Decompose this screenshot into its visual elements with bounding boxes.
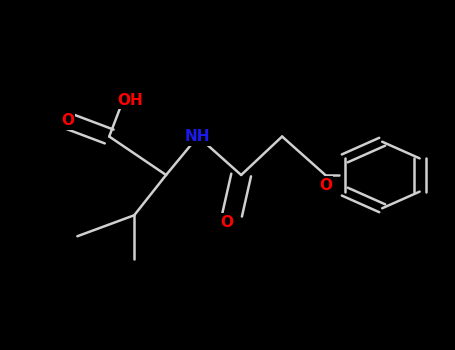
- Text: O: O: [220, 215, 233, 230]
- Text: O: O: [319, 178, 332, 193]
- Text: O: O: [61, 113, 74, 128]
- Text: NH: NH: [184, 129, 210, 144]
- Text: OH: OH: [118, 93, 143, 108]
